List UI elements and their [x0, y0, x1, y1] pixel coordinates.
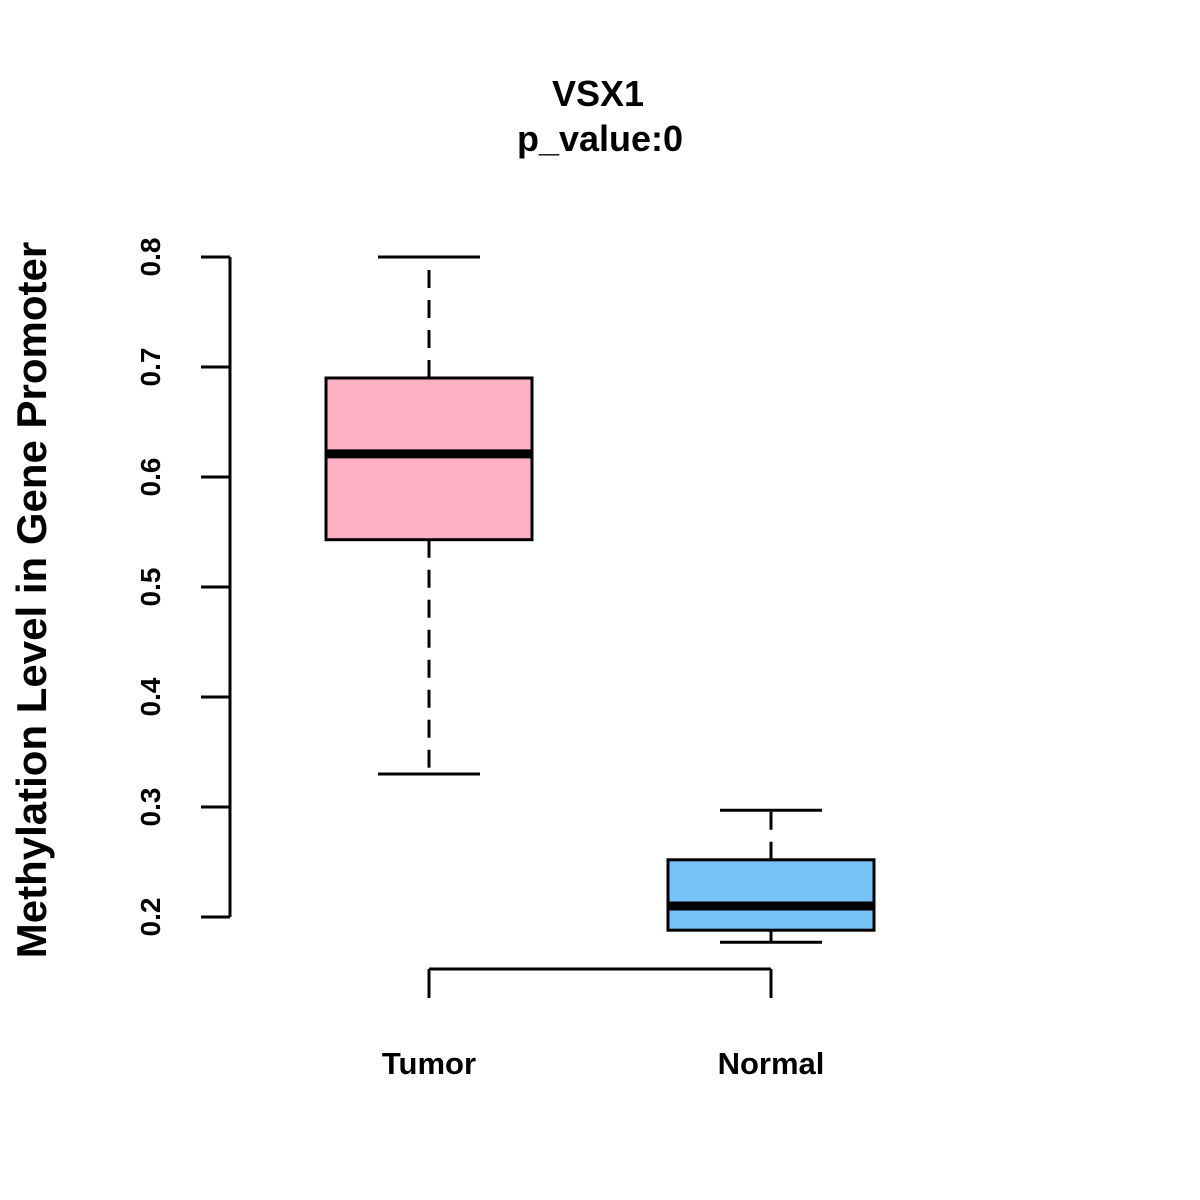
y-tick-label: 0.3	[135, 788, 166, 827]
y-tick-label: 0.6	[135, 458, 166, 497]
x-category-label: Tumor	[382, 1046, 476, 1081]
y-tick-label: 0.7	[135, 348, 166, 387]
box-iqr	[324, 376, 534, 542]
box-tumor	[324, 255, 534, 776]
chart-title: VSX1	[552, 73, 644, 114]
y-tick-label: 0.2	[135, 898, 166, 937]
chart-subtitle: p_value:0	[517, 118, 683, 159]
box-normal	[666, 808, 876, 944]
x-axis: Tumor Normal	[382, 967, 825, 1081]
y-tick-label: 0.8	[135, 238, 166, 277]
y-tick-label: 0.4	[135, 677, 166, 716]
box-iqr	[666, 858, 876, 932]
y-tick-label: 0.5	[135, 568, 166, 607]
boxes-group	[324, 255, 876, 944]
y-axis: 0.2 0.3 0.4 0.5 0.6 0.7 0.8	[135, 238, 232, 937]
x-category-label: Normal	[718, 1046, 825, 1081]
y-axis-label: Methylation Level in Gene Promoter	[8, 242, 55, 958]
